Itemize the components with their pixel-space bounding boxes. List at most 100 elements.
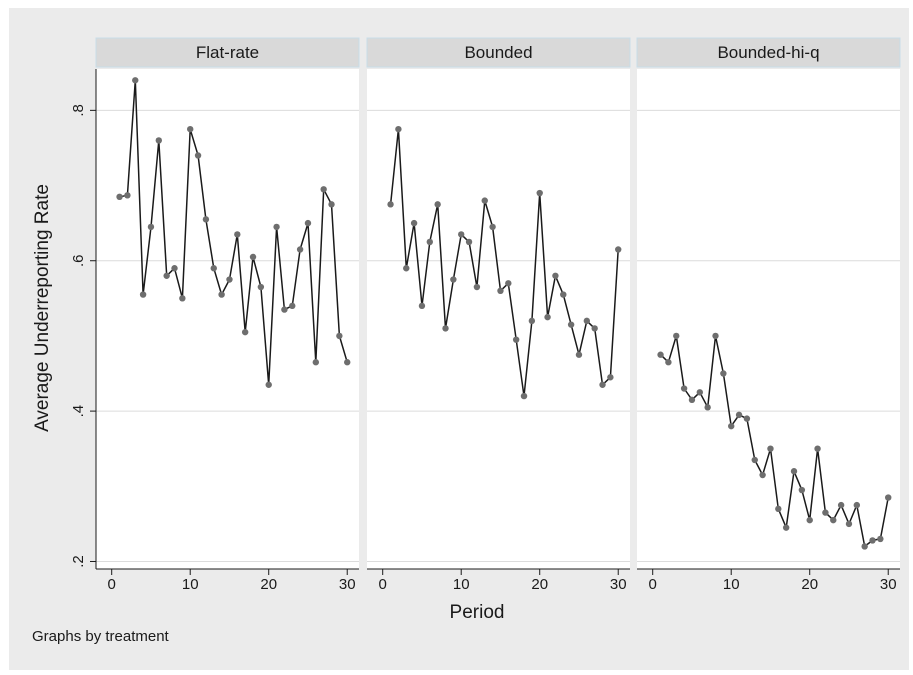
data-point — [281, 306, 288, 313]
data-point — [767, 445, 774, 452]
data-point — [673, 332, 680, 340]
data-point — [869, 537, 876, 544]
data-point — [450, 276, 457, 283]
data-point — [473, 283, 481, 291]
data-point — [775, 505, 782, 513]
data-point — [861, 543, 868, 550]
x-axis-title: Period — [450, 602, 505, 623]
data-point — [249, 253, 257, 261]
panel-title: Bounded — [464, 43, 532, 62]
data-point — [704, 404, 711, 411]
data-point — [552, 272, 559, 279]
panel-1: Flat-rate .2 .4 .6 .8 0 10 20 30 — [70, 37, 360, 593]
data-point — [218, 291, 225, 298]
data-point — [395, 125, 402, 133]
y-axis-title: Average Underreporting Rate — [32, 184, 53, 432]
data-point — [481, 197, 488, 204]
data-point — [575, 351, 583, 358]
data-point — [241, 328, 249, 336]
data-point — [497, 287, 504, 295]
x-tick-label: 30 — [880, 576, 897, 593]
data-point — [806, 516, 813, 524]
y-tick-label: .6 — [70, 254, 87, 267]
data-point — [853, 501, 861, 509]
data-point — [187, 125, 194, 133]
data-point — [328, 201, 335, 208]
data-point — [567, 321, 575, 328]
y-tick-label: .4 — [70, 405, 87, 418]
data-point — [720, 370, 727, 377]
data-point — [289, 302, 296, 310]
data-point — [505, 280, 512, 287]
data-point — [116, 193, 123, 201]
data-point — [147, 223, 155, 231]
data-point — [782, 524, 790, 531]
data-point — [528, 317, 536, 325]
series-line — [119, 79, 348, 386]
data-point — [132, 77, 139, 84]
data-point — [885, 494, 892, 501]
data-point — [387, 201, 394, 208]
data-point — [599, 381, 606, 388]
y-tick-label: .8 — [70, 104, 87, 117]
data-point — [583, 317, 591, 325]
data-point — [202, 216, 210, 223]
data-point — [520, 392, 528, 400]
data-point — [489, 223, 496, 231]
data-point — [210, 265, 217, 272]
panel-strip — [366, 37, 631, 68]
x-tick-label: 20 — [531, 576, 548, 593]
panel-title: Bounded-hi-q — [717, 43, 819, 62]
data-point — [124, 192, 131, 199]
data-point — [536, 189, 543, 197]
panel-strip — [95, 37, 360, 68]
data-point — [155, 137, 163, 144]
data-point — [688, 396, 696, 404]
x-tick-label: 20 — [260, 576, 277, 593]
x-tick-label: 0 — [649, 576, 657, 593]
plot-area — [637, 69, 900, 569]
x-tick-label: 20 — [801, 576, 818, 593]
data-point — [139, 291, 147, 298]
data-point — [665, 359, 672, 366]
data-point — [743, 415, 751, 422]
data-point — [418, 302, 426, 310]
data-point — [735, 411, 743, 419]
data-point — [837, 501, 845, 509]
figure-background: Flat-rate .2.4.6.8 0 10 20 30 Bounded 0 10 20 30 Bo… — [9, 8, 909, 670]
data-point — [234, 231, 241, 238]
data-point — [171, 265, 178, 272]
data-point — [320, 186, 327, 193]
data-point — [403, 265, 410, 272]
data-point — [591, 325, 598, 332]
panel-title: Flat-rate — [196, 43, 259, 62]
data-point — [822, 509, 829, 516]
data-point — [877, 535, 884, 543]
plot-area — [367, 69, 630, 569]
x-tick-label: 10 — [723, 576, 740, 593]
data-point — [798, 486, 806, 494]
graph-note: Graphs by treatment — [32, 628, 170, 645]
data-point — [680, 385, 688, 392]
data-point — [607, 374, 614, 381]
data-point — [830, 516, 837, 524]
x-tick-label: 10 — [182, 576, 199, 593]
data-point — [696, 389, 704, 396]
data-point — [458, 231, 465, 238]
data-point — [751, 456, 758, 464]
data-point — [296, 246, 304, 253]
data-point — [179, 295, 186, 302]
series-line — [389, 128, 619, 397]
data-point — [712, 332, 719, 340]
x-tick-label: 0 — [108, 576, 116, 593]
y-tick-label: .2 — [70, 555, 87, 568]
data-point — [544, 313, 551, 321]
data-point — [728, 422, 735, 430]
x-tick-label: 0 — [379, 576, 387, 593]
data-point — [434, 201, 441, 208]
data-point — [657, 351, 664, 358]
data-point — [265, 381, 272, 388]
data-point — [344, 359, 351, 366]
data-point — [163, 272, 170, 279]
